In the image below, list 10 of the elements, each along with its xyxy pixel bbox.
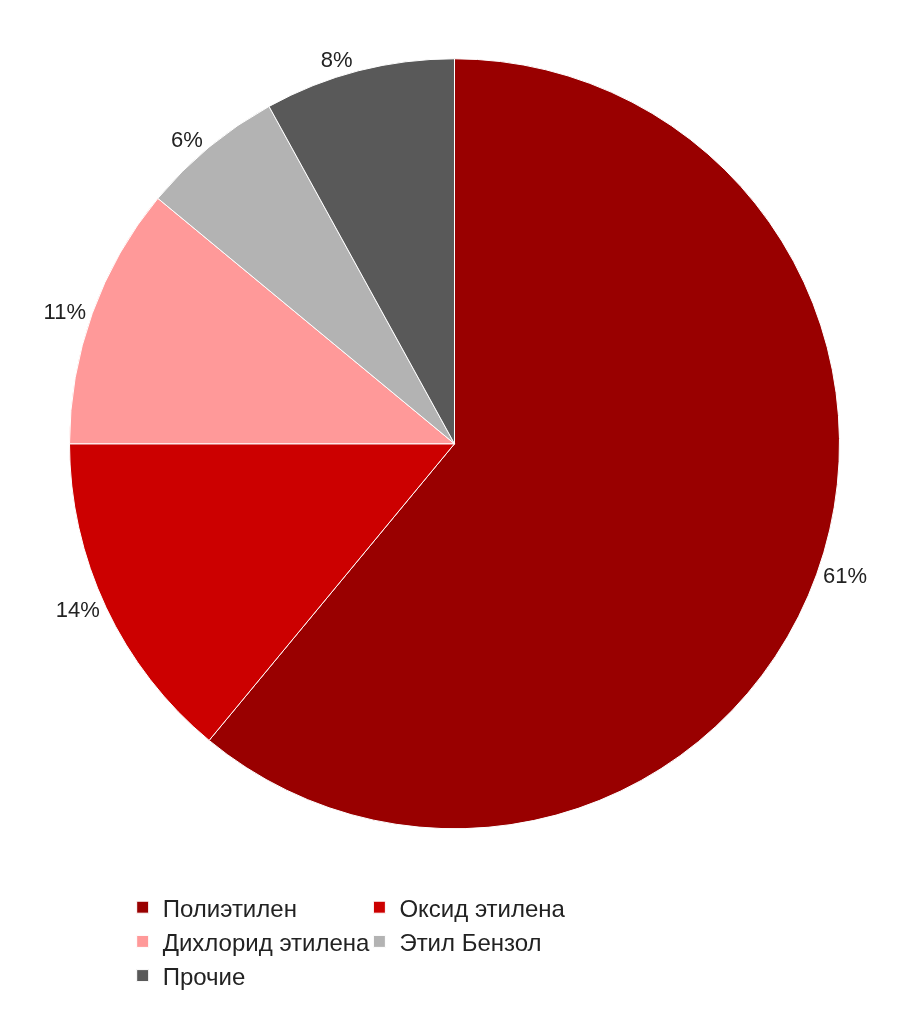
legend-label: Дихлорид этилена	[162, 928, 371, 956]
legend-label: Оксид этилена	[399, 894, 566, 922]
legend-label: Прочие	[162, 962, 246, 990]
legend-label: Полиэтилен	[162, 894, 297, 922]
data-label: 14%	[55, 597, 100, 623]
data-label: 8%	[320, 46, 353, 72]
legend-label: Этил Бензол	[399, 928, 542, 956]
data-label: 11%	[43, 299, 87, 325]
data-label: 6%	[171, 127, 203, 153]
data-label: 61%	[822, 563, 868, 589]
